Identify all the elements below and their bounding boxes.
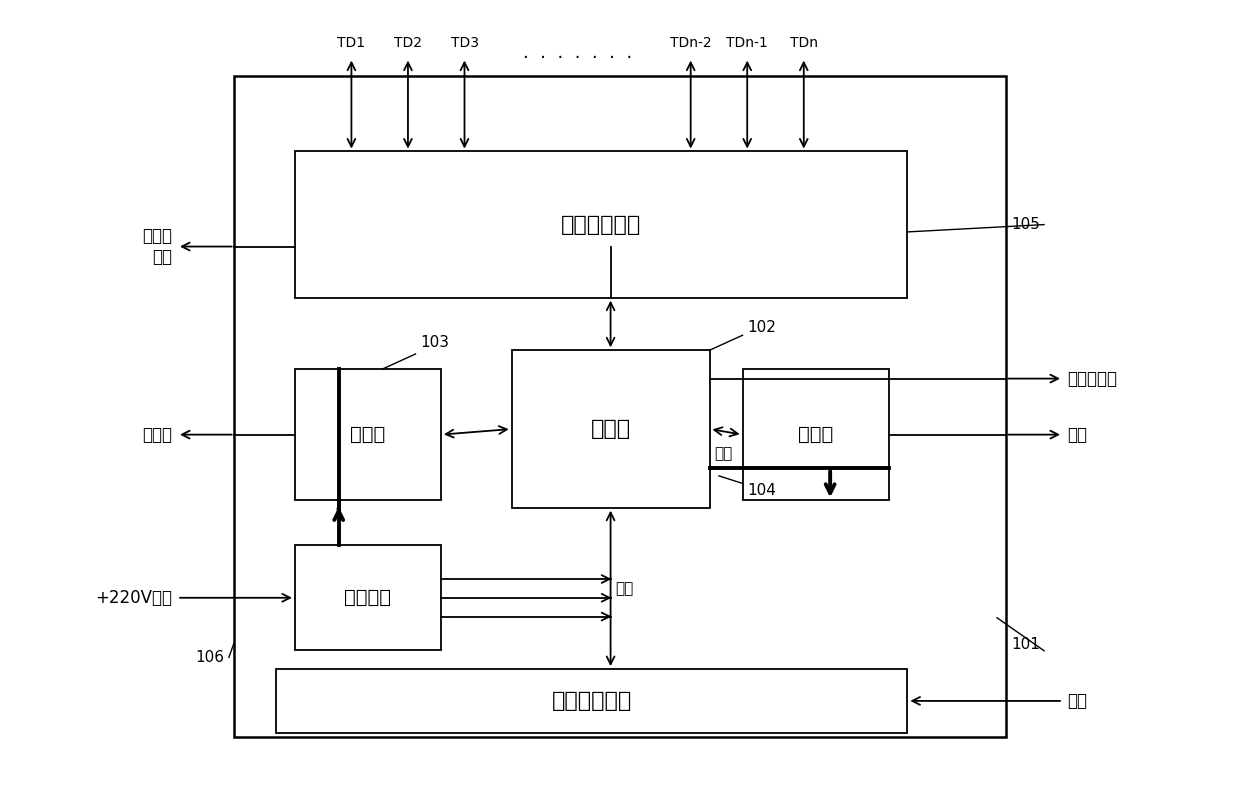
Text: 电源模块: 电源模块 xyxy=(345,588,392,607)
Text: 101: 101 xyxy=(1011,637,1040,652)
Text: 接收机: 接收机 xyxy=(797,425,833,444)
Text: 串口: 串口 xyxy=(1068,692,1087,710)
Bar xyxy=(295,152,908,298)
Text: TD2: TD2 xyxy=(394,36,422,50)
Text: +220V电源: +220V电源 xyxy=(95,589,172,606)
Text: 网口: 网口 xyxy=(615,581,634,596)
Text: 校准源: 校准源 xyxy=(143,425,172,444)
Bar xyxy=(743,369,889,500)
Text: 多路矩阵开关: 多路矩阵开关 xyxy=(560,215,641,235)
Text: 工业平板电脑: 工业平板电脑 xyxy=(552,691,632,711)
Text: TD3: TD3 xyxy=(450,36,479,50)
Text: 本振: 本振 xyxy=(714,446,733,461)
Bar xyxy=(277,669,908,733)
Text: 校准源: 校准源 xyxy=(350,425,386,444)
Text: 106: 106 xyxy=(195,650,224,665)
Text: 矩阵开
关口: 矩阵开 关口 xyxy=(143,227,172,266)
Text: TDn-1: TDn-1 xyxy=(727,36,768,50)
Bar xyxy=(512,350,709,508)
Text: 处理板: 处理板 xyxy=(590,419,631,439)
Text: 接收: 接收 xyxy=(1068,425,1087,444)
Bar xyxy=(295,369,441,500)
Text: 离散控制线: 离散控制线 xyxy=(1068,369,1117,388)
Text: TD1: TD1 xyxy=(337,36,366,50)
Text: ·  ·  ·  ·  ·  ·  ·: · · · · · · · xyxy=(523,49,632,67)
Text: 104: 104 xyxy=(748,484,776,499)
Bar xyxy=(295,545,441,650)
Text: 105: 105 xyxy=(1011,217,1040,232)
Text: 103: 103 xyxy=(420,335,449,350)
Text: TDn: TDn xyxy=(790,36,817,50)
Bar xyxy=(233,77,1007,737)
Text: 102: 102 xyxy=(748,320,776,335)
Text: TDn-2: TDn-2 xyxy=(670,36,712,50)
